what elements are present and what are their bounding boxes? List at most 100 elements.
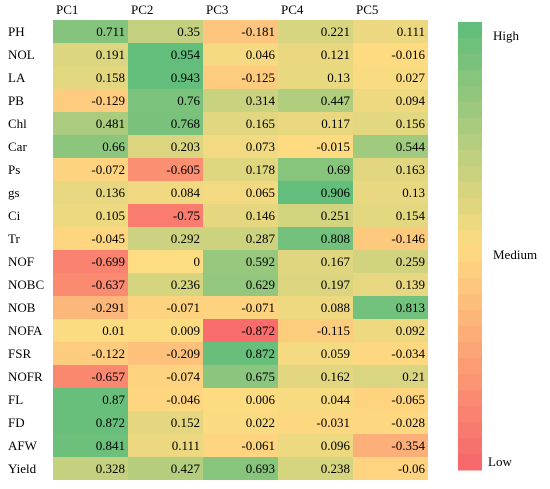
heatmap-cell — [128, 135, 203, 158]
heatmap-cell — [353, 457, 428, 480]
column-label-pc5: PC5 — [356, 2, 378, 17]
cell-value-label: -0.872 — [241, 323, 275, 338]
column-label-pc2: PC2 — [131, 2, 153, 17]
cell-value-label: 0.092 — [396, 323, 425, 338]
cell-value-label: 0.481 — [96, 116, 125, 131]
cell-value-label: 0.813 — [396, 300, 425, 315]
cell-value-label: 0.073 — [246, 139, 275, 154]
legend-segment — [458, 246, 482, 263]
cell-value-label: 0.872 — [96, 415, 125, 430]
heatmap-cell — [53, 204, 128, 227]
cell-value-label: 0.154 — [396, 208, 426, 223]
cell-value-label: 0.121 — [321, 47, 350, 62]
heatmap-cell — [203, 204, 278, 227]
heatmap-cell — [128, 43, 203, 66]
cell-value-label: -0.699 — [91, 254, 125, 269]
heatmap-cell — [353, 204, 428, 227]
cell-value-label: -0.657 — [91, 369, 125, 384]
heatmap-cell — [128, 342, 203, 365]
heatmap-cell — [278, 457, 353, 480]
cell-value-label: -0.122 — [91, 346, 125, 361]
cell-value-label: 0 — [194, 254, 201, 269]
cell-value-label: -0.75 — [173, 208, 200, 223]
heatmap-cell — [128, 319, 203, 342]
legend-segment — [458, 198, 482, 215]
cell-value-label: 0.251 — [321, 208, 350, 223]
cell-value-label: 0.139 — [396, 277, 425, 292]
heatmap-cell — [203, 273, 278, 296]
cell-value-label: -0.637 — [91, 277, 125, 292]
cell-value-label: 0.314 — [246, 93, 276, 108]
heatmap-cell — [353, 365, 428, 388]
cell-value-label: 0.943 — [171, 70, 200, 85]
cell-value-label: 0.006 — [246, 392, 276, 407]
cell-value-label: 0.35 — [177, 24, 200, 39]
column-label-pc1: PC1 — [56, 2, 78, 17]
heatmap-cell — [353, 158, 428, 181]
heatmap-cell — [278, 319, 353, 342]
cell-value-label: -0.074 — [166, 369, 200, 384]
cell-value-label: -0.181 — [241, 24, 275, 39]
heatmap-cell — [128, 434, 203, 457]
heatmap-cell — [128, 365, 203, 388]
cell-value-label: 0.66 — [102, 139, 125, 154]
legend-segment — [458, 310, 482, 327]
heatmap-cell — [353, 273, 428, 296]
row-labels: PH NOL LA PB Chl Car Ps gs Ci Tr NOF NOBC NOB NOFA FSR… — [8, 24, 44, 476]
row-label-tr: Tr — [8, 231, 20, 246]
heatmap-cell — [53, 43, 128, 66]
column-labels: PC1 PC2 PC3 PC4 PC5 — [56, 2, 378, 17]
cell-value-label: 0.136 — [96, 185, 126, 200]
cell-value-label: 0.156 — [396, 116, 426, 131]
heatmap-cell — [128, 204, 203, 227]
cell-value-label: -0.045 — [91, 231, 125, 246]
heatmap-cell — [128, 388, 203, 411]
cell-value-label: 0.088 — [321, 300, 350, 315]
row-label-nob: NOB — [8, 300, 36, 315]
heatmap-cell — [53, 457, 128, 480]
heatmap-cell — [203, 135, 278, 158]
heatmap-cell — [128, 66, 203, 89]
cell-value-label: -0.028 — [391, 415, 425, 430]
cell-value-label: 0.292 — [171, 231, 200, 246]
row-label-chl: Chl — [8, 116, 27, 131]
cell-value-label: -0.125 — [241, 70, 275, 85]
legend-segment — [458, 118, 482, 135]
legend-segment — [458, 422, 482, 439]
cell-value-label: 0.21 — [402, 369, 425, 384]
cell-value-label: 0.009 — [171, 323, 200, 338]
row-label-afw: AFW — [8, 438, 38, 453]
cell-value-label: -0.071 — [166, 300, 200, 315]
heatmap-cell — [203, 112, 278, 135]
heatmap-cell — [203, 411, 278, 434]
cell-value-label: 0.111 — [397, 24, 425, 39]
heatmap-cell — [53, 66, 128, 89]
legend-segment — [458, 326, 482, 343]
heatmap-cell — [353, 66, 428, 89]
cell-value-label: 0.13 — [402, 185, 425, 200]
heatmap-cell — [53, 250, 128, 273]
heatmap-cell — [353, 135, 428, 158]
cell-value-label: -0.354 — [391, 438, 425, 453]
cell-value-label: 0.117 — [321, 116, 350, 131]
heatmap-cell — [278, 434, 353, 457]
heatmap-cell — [353, 181, 428, 204]
legend-segment — [458, 390, 482, 407]
heatmap-cell — [278, 250, 353, 273]
heatmap-cell — [203, 89, 278, 112]
heatmap-cells: 0.711 0.35 -0.181 0.221 0.111 0.191 0.954 0.046… — [53, 20, 428, 480]
row-label-ph: PH — [8, 24, 25, 39]
column-label-pc3: PC3 — [206, 2, 228, 17]
legend-segment — [458, 374, 482, 391]
heatmap-cell — [53, 434, 128, 457]
heatmap-cell — [128, 227, 203, 250]
heatmap-cell — [203, 319, 278, 342]
heatmap-cell — [53, 342, 128, 365]
cell-value-label: -0.146 — [391, 231, 425, 246]
legend-segment — [458, 342, 482, 359]
heatmap-cell — [278, 112, 353, 135]
heatmap-cell — [353, 89, 428, 112]
cell-value-label: 0.046 — [246, 47, 276, 62]
heatmap-cell — [53, 296, 128, 319]
row-label-ps: Ps — [8, 162, 20, 177]
